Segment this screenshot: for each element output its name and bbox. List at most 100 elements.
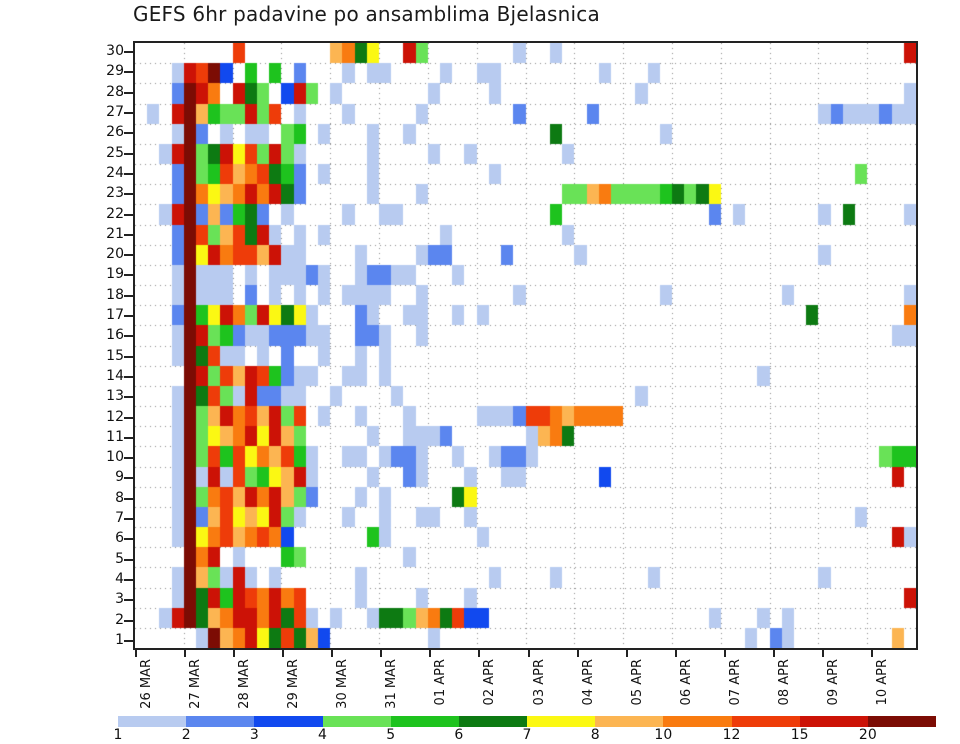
x-tick-label: 26 MAR [139,659,154,709]
y-tick-mark [124,619,133,622]
x-tick-label: 05 APR [629,659,645,706]
x-tick-mark [576,650,579,657]
y-tick-mark [124,152,133,155]
x-tick-mark [331,650,334,657]
y-tick-label: 27 [106,104,124,121]
colorbar-segment [390,716,459,727]
y-tick-mark [124,193,133,196]
x-tick-mark [380,650,383,657]
y-tick-label: 4 [115,570,124,587]
y-tick-mark [124,71,133,74]
x-tick-label: 31 MAR [384,659,400,709]
colorbar-tick-label: 3 [249,727,259,743]
colorbar-labels: 1 2 3 4 5 6 7 8 10 12 15 20 [114,727,936,744]
y-tick-mark [124,639,133,642]
y-tick-label: 9 [115,469,124,486]
y-tick-label: 6 [115,530,124,547]
x-tick-mark [282,650,285,657]
x-tick-label: 04 APR [580,659,596,706]
x-tick-label: 27 MAR [188,659,204,709]
x-tick-label: 10 APR [874,659,890,706]
x-tick-mark [772,650,775,657]
y-tick-mark [124,112,133,115]
y-tick-label: 8 [115,489,124,506]
y-tick-mark [124,558,133,561]
colorbar-segment [458,716,528,727]
colorbar-segment [254,716,323,727]
x-tick-label: 09 APR [825,659,841,706]
x-tick-label: 06 APR [678,659,694,706]
colorbar-segment [322,716,391,727]
y-tick-mark [124,538,133,541]
y-tick-mark [124,132,133,135]
y-tick-mark [124,335,133,338]
x-tick-mark [723,650,726,657]
colorbar-segment [595,716,664,727]
y-tick-label: 12 [106,408,124,425]
y-tick-mark [124,51,133,54]
y-tick-label: 19 [106,266,124,283]
y-tick-mark [124,578,133,581]
colorbar-tick-label: 4 [318,727,327,743]
y-tick-label: 16 [106,327,124,344]
colorbar-segment [527,716,596,727]
y-tick-mark [124,294,133,297]
colorbar-tick-label: 5 [386,727,396,743]
y-tick-mark [124,233,133,236]
colorbar-tick-label: 10 [654,727,673,743]
x-tick-label: 08 APR [776,659,792,706]
y-tick-label: 7 [115,510,124,527]
x-tick-mark [821,650,824,657]
y-tick-mark [124,254,133,257]
colorbar-segment [118,716,187,727]
x-tick-mark [184,650,187,657]
y-tick-mark [124,599,133,602]
x-tick-label: 03 APR [531,659,547,706]
y-tick-label: 2 [115,611,124,628]
x-tick-label: 29 MAR [286,659,302,709]
colorbar-segment [663,716,732,727]
x-tick-label: 28 MAR [237,659,253,709]
y-tick-label: 30 [106,43,124,60]
x-tick-label: 30 MAR [335,659,351,709]
y-axis: 30 29 28 27 26 25 24 23 22 21 20 19 18 17 16 15 14 13 12 11… [95,41,133,650]
colorbar-tick-label: 8 [590,727,600,743]
y-tick-label: 23 [106,185,124,202]
x-tick-mark [674,650,677,657]
x-tick-mark [625,650,628,657]
colorbar-tick-label: 1 [113,727,123,743]
y-tick-mark [124,315,133,318]
y-tick-label: 1 [115,631,124,648]
y-tick-label: 28 [106,83,124,100]
heatmap-canvas [135,43,916,648]
y-tick-label: 11 [106,428,124,445]
page-title: GEFS 6hr padavine po ansamblima Bjelasni… [133,2,600,26]
y-tick-mark [124,477,133,480]
y-tick-label: 20 [106,246,124,263]
y-tick-mark [124,416,133,419]
colorbar-tick-label: 6 [454,727,464,743]
y-tick-label: 13 [106,388,124,405]
y-tick-label: 10 [106,449,124,466]
y-tick-mark [124,355,133,358]
x-tick-mark [429,650,432,657]
colorbar-tick-label: 7 [522,727,532,743]
x-tick-label: 01 APR [433,659,449,706]
colorbar-tick-label: 12 [722,727,741,743]
y-tick-mark [124,518,133,521]
x-tick-mark [135,650,137,657]
y-tick-label: 18 [106,286,124,303]
x-tick-label: 07 APR [727,659,743,706]
x-tick-mark [527,650,530,657]
y-tick-mark [124,497,133,500]
colorbar-tick-label: 15 [790,727,809,743]
y-tick-mark [124,436,133,439]
x-tick-mark [870,650,873,657]
y-tick-mark [124,375,133,378]
heatmap-plot-area [133,41,918,650]
y-tick-label: 14 [106,367,124,384]
y-tick-label: 15 [106,347,124,364]
y-tick-mark [124,91,133,94]
y-tick-label: 21 [106,225,124,242]
